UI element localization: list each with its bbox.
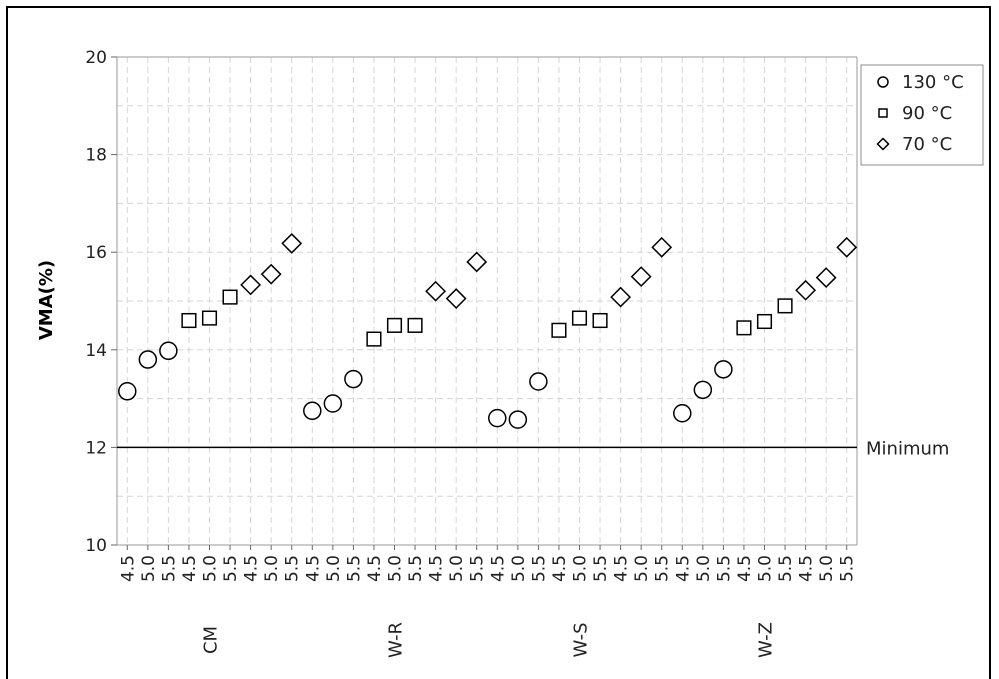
y-tick-label: 14 bbox=[85, 341, 107, 361]
data-point-circle bbox=[138, 350, 158, 369]
data-point-circle bbox=[159, 341, 178, 361]
y-tick-label: 10 bbox=[85, 536, 107, 556]
x-tick-label: 4.5 bbox=[550, 555, 570, 582]
legend-label: 70 °C bbox=[902, 134, 952, 155]
legend: 130 °C 90 °C 70 °C bbox=[860, 64, 984, 166]
x-tick-label: 5.0 bbox=[756, 555, 776, 582]
x-tick-label: 4.5 bbox=[118, 555, 138, 582]
data-point-square bbox=[592, 312, 608, 329]
data-point-diamond bbox=[836, 236, 858, 258]
data-point-square bbox=[551, 322, 567, 338]
data-point-diamond bbox=[260, 263, 282, 285]
data-point-square bbox=[222, 289, 238, 305]
data-point-square bbox=[736, 320, 752, 336]
x-tick-label: 4.5 bbox=[427, 555, 447, 582]
group-label: CM bbox=[201, 626, 222, 654]
minimum-label: Minimum bbox=[866, 438, 949, 459]
legend-marker-square bbox=[878, 108, 888, 118]
data-point-circle bbox=[714, 360, 733, 379]
y-tick-label: 20 bbox=[85, 48, 107, 68]
x-tick-label: 5.5 bbox=[838, 555, 858, 582]
y-tick-label: 16 bbox=[85, 243, 107, 263]
x-tick-label: 5.0 bbox=[694, 555, 714, 582]
x-tick-label: 5.5 bbox=[714, 555, 734, 582]
x-tick-label: 5.5 bbox=[159, 555, 179, 582]
data-point-diamond bbox=[281, 233, 303, 254]
data-point-square bbox=[571, 310, 588, 326]
x-tick-label: 5.0 bbox=[632, 555, 652, 582]
data-point-diamond bbox=[815, 267, 837, 288]
x-tick-label: 5.0 bbox=[571, 555, 591, 582]
data-point-square bbox=[201, 310, 218, 326]
y-tick-label: 12 bbox=[85, 438, 107, 458]
x-tick-label: 4.5 bbox=[612, 555, 632, 582]
data-point-diamond bbox=[610, 286, 632, 308]
data-point-circle bbox=[488, 408, 507, 428]
x-tick-label: 5.5 bbox=[406, 555, 426, 582]
x-tick-label: 5.0 bbox=[509, 555, 529, 582]
data-point-square bbox=[181, 312, 197, 329]
y-tick-label: 18 bbox=[85, 146, 107, 166]
x-tick-label: 5.5 bbox=[221, 555, 241, 582]
data-point-circle bbox=[529, 372, 548, 391]
data-point-diamond bbox=[651, 236, 673, 258]
data-point-circle bbox=[118, 382, 137, 401]
x-tick-label: 5.0 bbox=[386, 555, 406, 582]
x-tick-label: 5.0 bbox=[447, 555, 467, 582]
mark-layer bbox=[118, 233, 858, 429]
x-tick-label: 5.5 bbox=[344, 555, 364, 582]
group-label: W-S bbox=[571, 623, 592, 658]
x-tick-label: 5.5 bbox=[591, 555, 611, 582]
x-tick-label: 4.5 bbox=[735, 555, 755, 582]
data-point-diamond bbox=[795, 279, 817, 301]
data-point-circle bbox=[323, 394, 343, 413]
data-point-diamond bbox=[425, 280, 447, 302]
data-point-circle bbox=[508, 410, 528, 429]
x-tick-label: 4.5 bbox=[673, 555, 693, 582]
data-point-circle bbox=[303, 401, 322, 421]
data-point-square bbox=[407, 317, 423, 333]
data-point-circle bbox=[344, 369, 363, 389]
x-tick-label: 4.5 bbox=[488, 555, 508, 582]
data-point-diamond bbox=[630, 266, 652, 288]
x-tick-label: 5.0 bbox=[201, 555, 221, 582]
legend-marker-circle bbox=[877, 76, 889, 88]
x-tick-label: 5.0 bbox=[139, 555, 159, 582]
data-point-diamond bbox=[466, 251, 488, 273]
x-tick-label: 4.5 bbox=[242, 555, 262, 582]
x-tick-label: 5.5 bbox=[653, 555, 673, 582]
data-point-circle bbox=[693, 380, 713, 400]
y-axis-label: VMA(%) bbox=[36, 260, 57, 340]
x-tick-label: 5.0 bbox=[817, 555, 837, 582]
x-tick-label: 4.5 bbox=[365, 555, 385, 582]
legend-label: 130 °C bbox=[902, 72, 964, 93]
data-point-square bbox=[777, 298, 793, 314]
data-point-square bbox=[756, 313, 773, 330]
x-tick-label: 4.5 bbox=[180, 555, 200, 582]
data-point-diamond bbox=[445, 288, 467, 309]
legend-label: 90 °C bbox=[902, 103, 952, 124]
group-label: W-R bbox=[386, 622, 407, 658]
x-tick-label: 5.5 bbox=[468, 555, 488, 582]
data-point-square bbox=[386, 317, 403, 333]
x-tick-label: 5.5 bbox=[776, 555, 796, 582]
data-point-square bbox=[366, 331, 382, 347]
x-tick-label: 4.5 bbox=[797, 555, 817, 582]
data-point-diamond bbox=[240, 274, 262, 296]
x-tick-label: 5.0 bbox=[324, 555, 344, 582]
x-tick-label: 5.5 bbox=[283, 555, 303, 582]
legend-marker-diamond bbox=[876, 137, 890, 151]
data-point-circle bbox=[673, 403, 692, 423]
x-tick-label: 5.0 bbox=[262, 555, 282, 582]
x-tick-label: 5.5 bbox=[529, 555, 549, 582]
x-tick-label: 4.5 bbox=[303, 555, 323, 582]
group-label: W-Z bbox=[756, 622, 777, 658]
